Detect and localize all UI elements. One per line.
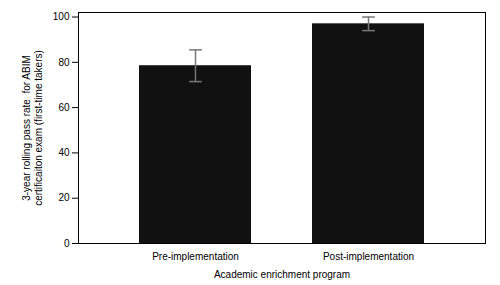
svg-text:20: 20 (58, 192, 70, 203)
svg-text:0: 0 (64, 238, 70, 249)
svg-text:80: 80 (58, 57, 70, 68)
svg-text:3-year rolling pass rate for: 3-year rolling pass rate for ABIMcertifi… (21, 50, 44, 206)
svg-text:60: 60 (58, 102, 70, 113)
svg-text:40: 40 (58, 147, 70, 158)
svg-text:100: 100 (53, 11, 70, 22)
svg-text:Pre-implementation: Pre-implementation (152, 251, 239, 262)
svg-text:Academic enrichment program: Academic enrichment program (214, 269, 350, 280)
svg-text:Post-implementation: Post-implementation (323, 251, 414, 262)
